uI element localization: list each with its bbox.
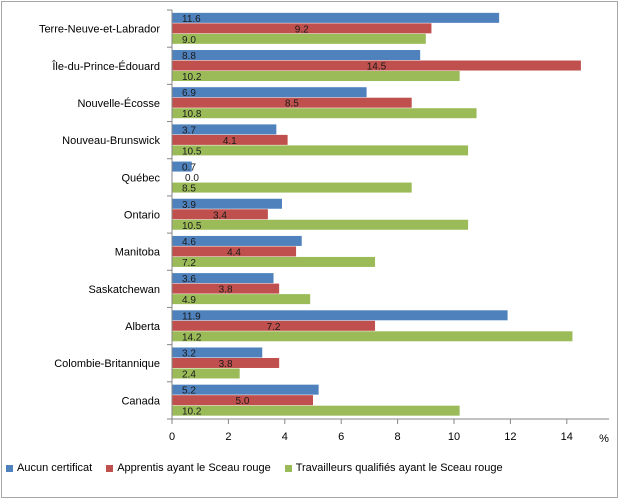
data-label: 11.9 bbox=[182, 311, 201, 322]
data-label: 3.6 bbox=[182, 274, 196, 285]
bar bbox=[172, 145, 469, 156]
data-label: 7.2 bbox=[182, 258, 196, 269]
x-tick-label: 14 bbox=[561, 431, 573, 443]
category-label: Île-du-Prince-Édouard bbox=[51, 60, 160, 73]
bar bbox=[172, 182, 412, 193]
bar bbox=[172, 33, 426, 44]
bar bbox=[172, 124, 277, 135]
bar bbox=[172, 219, 469, 230]
data-label: 8.5 bbox=[285, 99, 299, 110]
data-label: 14.2 bbox=[182, 332, 202, 343]
data-label: 8.8 bbox=[182, 51, 196, 62]
bar bbox=[172, 161, 192, 172]
data-label: 8.5 bbox=[182, 184, 196, 195]
data-label: 4.6 bbox=[182, 237, 196, 248]
data-label: 4.1 bbox=[223, 136, 237, 147]
bar bbox=[172, 71, 460, 82]
legend-swatch bbox=[6, 464, 13, 472]
bar bbox=[172, 50, 421, 61]
data-label: 3.8 bbox=[219, 285, 233, 296]
data-label: 3.9 bbox=[182, 200, 196, 211]
bar bbox=[172, 331, 573, 342]
axis-group bbox=[167, 9, 610, 424]
x-tick-label: 8 bbox=[395, 431, 401, 443]
bar bbox=[172, 384, 319, 395]
category-label: Québec bbox=[121, 172, 160, 184]
bar bbox=[172, 310, 508, 321]
x-tick-label: 4 bbox=[282, 431, 288, 443]
legend-swatch bbox=[284, 464, 292, 472]
legend-label: Apprentis ayant le Sceau rouge bbox=[117, 462, 271, 474]
data-label: 6.9 bbox=[182, 88, 196, 99]
legend: Aucun certificat Apprentis ayant le Scea… bbox=[6, 457, 614, 479]
data-label: 2.4 bbox=[182, 369, 196, 380]
bar bbox=[172, 108, 477, 119]
data-label: 7.2 bbox=[267, 322, 281, 333]
category-label: Nouveau-Brunswick bbox=[62, 135, 160, 147]
x-axis-unit-label: % bbox=[599, 433, 609, 445]
data-label: 3.7 bbox=[182, 125, 196, 136]
bar bbox=[172, 60, 581, 71]
data-label: 5.0 bbox=[236, 396, 250, 407]
data-label: 0.0 bbox=[185, 173, 199, 184]
x-tick-label: 0 bbox=[169, 431, 175, 443]
data-label: 4.9 bbox=[182, 295, 196, 306]
bar bbox=[172, 294, 311, 305]
data-label: 10.2 bbox=[182, 407, 202, 418]
category-label: Colombie-Britannique bbox=[54, 358, 160, 370]
x-tick-label: 2 bbox=[225, 431, 231, 443]
category-label: Manitoba bbox=[115, 247, 161, 259]
data-label: 14.5 bbox=[367, 62, 387, 73]
bar bbox=[172, 357, 280, 368]
bars-group bbox=[172, 12, 581, 416]
bar bbox=[172, 395, 313, 406]
data-label: 9.0 bbox=[182, 35, 196, 46]
category-label: Terre-Neuve-et-Labrador bbox=[39, 24, 160, 36]
category-label: Nouvelle-Écosse bbox=[77, 97, 160, 110]
category-label: Ontario bbox=[124, 210, 160, 222]
bar bbox=[172, 320, 376, 331]
legend-item-apprentis: Apprentis ayant le Sceau rouge bbox=[106, 462, 271, 474]
bar bbox=[172, 87, 367, 98]
data-label: 10.5 bbox=[182, 146, 202, 157]
category-label: Alberta bbox=[125, 321, 161, 333]
data-label: 3.4 bbox=[213, 210, 227, 221]
data-label: 3.8 bbox=[219, 359, 233, 370]
data-label: 11.6 bbox=[182, 14, 201, 25]
data-label: 0.7 bbox=[182, 163, 196, 174]
data-label: 3.2 bbox=[182, 348, 196, 359]
data-label: 10.8 bbox=[182, 109, 202, 120]
bar bbox=[172, 246, 297, 257]
x-tick-label: 10 bbox=[448, 431, 460, 443]
bar bbox=[172, 209, 268, 220]
bar bbox=[172, 347, 263, 358]
legend-item-aucun-certificat: Aucun certificat bbox=[6, 462, 92, 474]
bar bbox=[172, 12, 500, 23]
bar bbox=[172, 368, 240, 379]
data-label: 4.4 bbox=[227, 247, 241, 258]
legend-label: Travailleurs qualifiés ayant le Sceau ro… bbox=[295, 462, 503, 474]
data-label: 10.5 bbox=[182, 221, 202, 232]
legend-swatch bbox=[106, 464, 114, 472]
data-label: 10.2 bbox=[182, 72, 202, 83]
category-label: Saskatchewan bbox=[88, 284, 160, 296]
bar bbox=[172, 405, 460, 416]
bar bbox=[172, 235, 302, 246]
bar bbox=[172, 273, 274, 284]
x-tick-label: 12 bbox=[504, 431, 516, 443]
bar bbox=[172, 283, 280, 294]
bar bbox=[172, 256, 376, 267]
data-label: 5.2 bbox=[182, 386, 196, 397]
legend-label: Aucun certificat bbox=[17, 462, 93, 474]
legend-item-travailleurs: Travailleurs qualifiés ayant le Sceau ro… bbox=[284, 462, 503, 474]
labels-group: 11.6 9.2 9.0 Terre-Neuve-et-Labrador 8.8 14.5… bbox=[39, 14, 573, 443]
bar bbox=[172, 97, 412, 108]
bar bbox=[172, 198, 282, 209]
x-tick-label: 6 bbox=[338, 431, 344, 443]
bar bbox=[172, 23, 432, 34]
data-label: 9.2 bbox=[295, 24, 309, 35]
category-label: Canada bbox=[121, 395, 160, 407]
bar bbox=[172, 134, 288, 145]
